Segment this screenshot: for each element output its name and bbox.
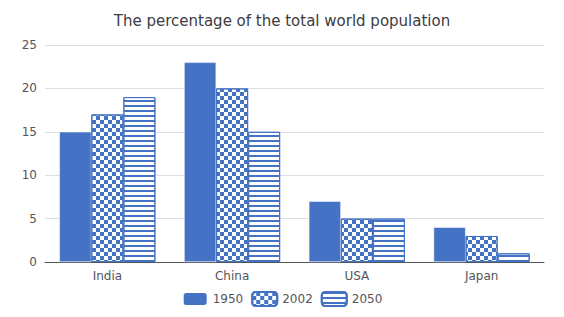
svg-text:India: India [93, 269, 122, 283]
svg-text:10: 10 [22, 168, 37, 182]
svg-text:0: 0 [29, 255, 37, 269]
svg-text:20: 20 [22, 81, 37, 95]
svg-text:15: 15 [22, 125, 37, 139]
svg-text:2002: 2002 [282, 292, 313, 306]
svg-text:1950: 1950 [213, 292, 244, 306]
svg-text:The percentage of the total wo: The percentage of the total world popula… [113, 12, 450, 30]
svg-text:25: 25 [22, 38, 37, 52]
svg-text:2050: 2050 [352, 292, 383, 306]
svg-text:Japan: Japan [464, 269, 498, 283]
svg-text:USA: USA [344, 269, 370, 283]
svg-text:5: 5 [29, 212, 37, 226]
svg-text:China: China [215, 269, 249, 283]
